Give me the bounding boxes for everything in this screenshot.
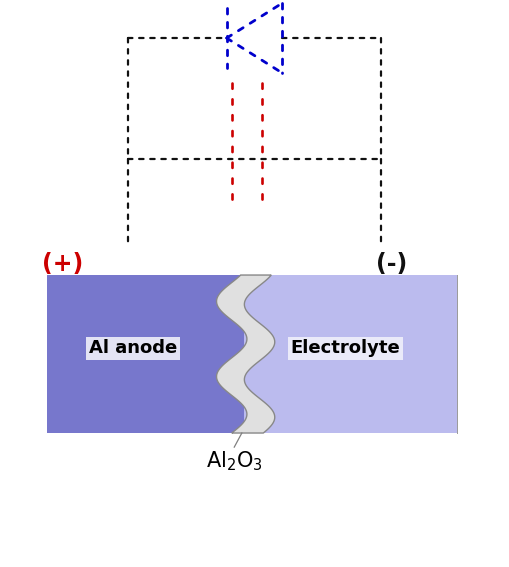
Bar — [47, 275, 244, 433]
Text: (-): (-) — [376, 252, 407, 276]
Bar — [244, 275, 457, 433]
Polygon shape — [216, 275, 275, 433]
Text: (+): (+) — [42, 252, 83, 276]
Text: Al anode: Al anode — [89, 340, 177, 357]
Text: Al$_2$O$_3$: Al$_2$O$_3$ — [206, 450, 263, 473]
Text: Electrolyte: Electrolyte — [291, 340, 401, 357]
